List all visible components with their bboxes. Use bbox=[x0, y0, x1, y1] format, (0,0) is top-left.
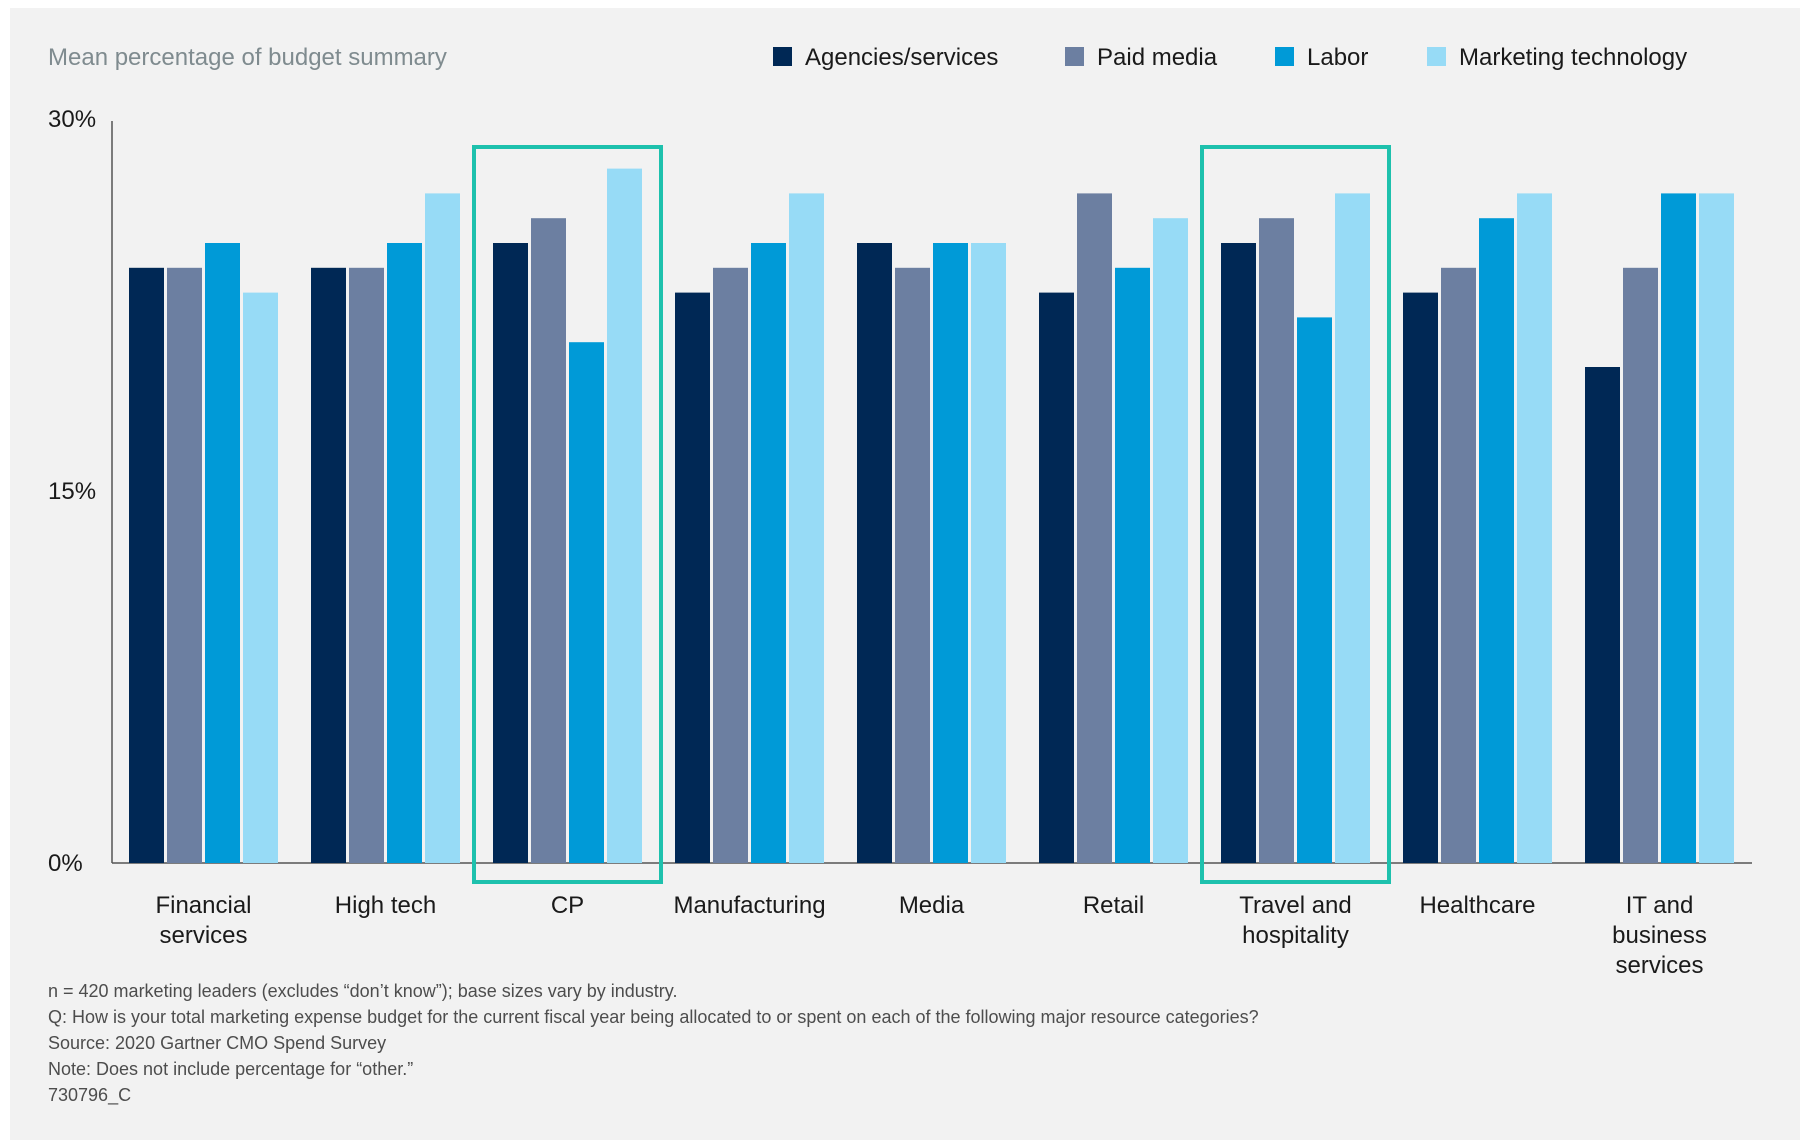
bar-8-0 bbox=[1585, 367, 1620, 863]
footnote-2: Source: 2020 Gartner CMO Spend Survey bbox=[48, 1033, 386, 1053]
category-label-0-1: services bbox=[159, 922, 247, 949]
category-label-8-2: services bbox=[1615, 952, 1703, 979]
bar-3-1 bbox=[713, 267, 748, 863]
legend-label-2: Labor bbox=[1307, 44, 1368, 71]
footnote-3: Note: Does not include percentage for “o… bbox=[48, 1059, 413, 1079]
chart-title: Mean percentage of budget summary bbox=[48, 44, 447, 71]
legend-label-3: Marketing technology bbox=[1459, 44, 1687, 71]
legend-swatch-3 bbox=[1427, 47, 1446, 66]
bar-4-0 bbox=[857, 243, 892, 863]
y-tick-label-1: 15% bbox=[48, 478, 96, 505]
legend-swatch-0 bbox=[773, 47, 792, 66]
bar-2-3 bbox=[607, 168, 642, 864]
bar-3-0 bbox=[675, 292, 710, 864]
category-label-3-0: Manufacturing bbox=[673, 892, 825, 919]
bar-7-3 bbox=[1517, 193, 1552, 863]
bar-0-1 bbox=[167, 267, 202, 863]
category-label-8-1: business bbox=[1612, 922, 1707, 949]
bar-6-2 bbox=[1297, 317, 1332, 863]
bar-7-1 bbox=[1441, 267, 1476, 863]
bar-8-3 bbox=[1699, 193, 1734, 863]
y-tick-label-2: 30% bbox=[48, 106, 96, 133]
bar-4-1 bbox=[895, 267, 930, 863]
bar-3-3 bbox=[789, 193, 824, 863]
bar-2-0 bbox=[493, 243, 528, 863]
legend-label-0: Agencies/services bbox=[805, 44, 998, 71]
highlight-box-2 bbox=[472, 145, 663, 884]
footnote-4: 730796_C bbox=[48, 1085, 131, 1106]
bar-chart: Mean percentage of budget summary Agencie… bbox=[48, 44, 1752, 1106]
bar-2-2 bbox=[569, 342, 604, 863]
bar-0-2 bbox=[205, 243, 240, 863]
bar-1-2 bbox=[387, 243, 422, 863]
legend-swatch-1 bbox=[1065, 47, 1084, 66]
bar-3-2 bbox=[751, 243, 786, 863]
bar-2-1 bbox=[531, 218, 566, 863]
bar-4-2 bbox=[933, 243, 968, 863]
bar-8-1 bbox=[1623, 267, 1658, 863]
bar-5-1 bbox=[1077, 193, 1112, 863]
category-label-5-0: Retail bbox=[1083, 892, 1144, 919]
highlight-box-6 bbox=[1200, 145, 1391, 884]
category-label-6-0: Travel and bbox=[1239, 892, 1352, 919]
bar-7-2 bbox=[1479, 218, 1514, 863]
bar-1-0 bbox=[311, 267, 346, 863]
y-tick-label-0: 0% bbox=[48, 850, 83, 877]
bar-8-2 bbox=[1661, 193, 1696, 863]
bar-5-2 bbox=[1115, 267, 1150, 863]
category-label-1-0: High tech bbox=[335, 892, 436, 919]
bar-5-3 bbox=[1153, 218, 1188, 863]
bar-7-0 bbox=[1403, 292, 1438, 864]
legend-label-1: Paid media bbox=[1097, 44, 1218, 71]
bar-0-3 bbox=[243, 292, 278, 864]
footnote-1: Q: How is your total marketing expense b… bbox=[48, 1007, 1259, 1027]
bar-1-1 bbox=[349, 267, 384, 863]
bar-6-3 bbox=[1335, 193, 1370, 863]
chart-panel: Mean percentage of budget summary Agencie… bbox=[10, 8, 1800, 1140]
category-label-0-0: Financial bbox=[155, 892, 251, 919]
bar-6-1 bbox=[1259, 218, 1294, 863]
category-label-6-1: hospitality bbox=[1242, 922, 1349, 949]
bar-5-0 bbox=[1039, 292, 1074, 864]
category-label-7-0: Healthcare bbox=[1419, 892, 1535, 919]
bar-1-3 bbox=[425, 193, 460, 863]
category-label-8-0: IT and bbox=[1626, 892, 1694, 919]
category-label-4-0: Media bbox=[899, 892, 965, 919]
legend-swatch-2 bbox=[1275, 47, 1294, 66]
footnote-0: n = 420 marketing leaders (excludes “don… bbox=[48, 981, 677, 1001]
bar-4-3 bbox=[971, 243, 1006, 863]
bar-6-0 bbox=[1221, 243, 1256, 863]
category-label-2-0: CP bbox=[551, 892, 584, 919]
bar-0-0 bbox=[129, 267, 164, 863]
